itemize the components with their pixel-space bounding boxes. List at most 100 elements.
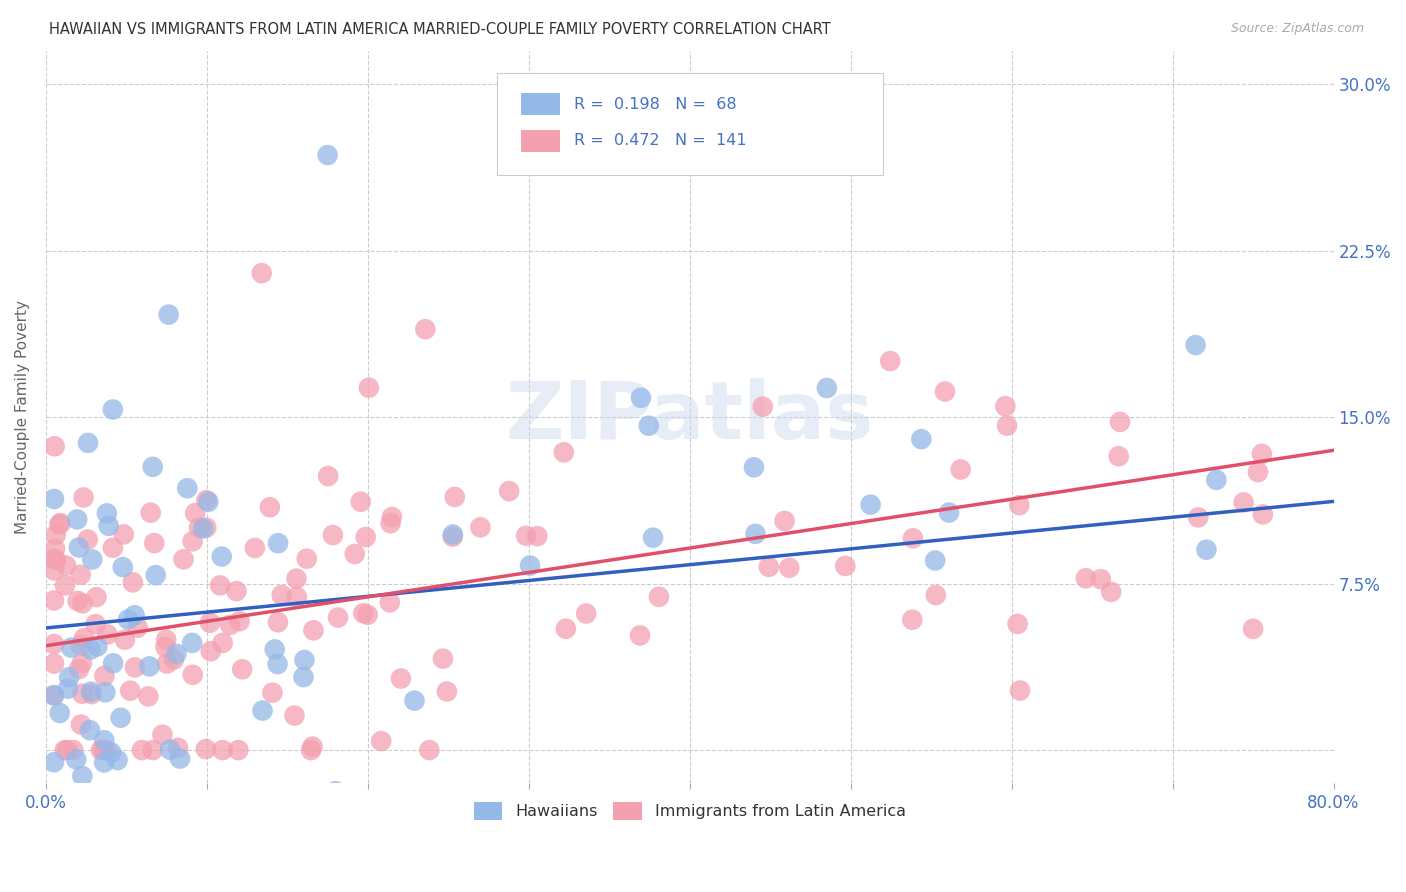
Point xyxy=(143,536,166,550)
Point xyxy=(1232,495,1254,509)
Point xyxy=(228,743,250,757)
Point xyxy=(1008,683,1031,698)
Point xyxy=(441,527,464,541)
Point xyxy=(924,553,946,567)
Point xyxy=(1251,508,1274,522)
Point xyxy=(995,418,1018,433)
Point xyxy=(554,622,576,636)
Point xyxy=(65,752,87,766)
Point xyxy=(42,637,65,651)
Point xyxy=(380,516,402,531)
Point xyxy=(60,640,83,655)
Point xyxy=(96,627,118,641)
Point xyxy=(42,657,65,671)
Point xyxy=(1205,473,1227,487)
Point xyxy=(949,462,972,476)
Point xyxy=(1241,622,1264,636)
Point xyxy=(124,608,146,623)
Point xyxy=(145,568,167,582)
Point xyxy=(519,558,541,573)
Point xyxy=(76,533,98,547)
Point xyxy=(938,506,960,520)
Point xyxy=(415,322,437,336)
Point xyxy=(72,491,94,505)
Point xyxy=(209,578,232,592)
Point xyxy=(267,615,290,630)
Point xyxy=(231,662,253,676)
Point xyxy=(86,590,108,604)
Point xyxy=(910,432,932,446)
Point xyxy=(326,610,349,624)
Point xyxy=(121,575,143,590)
Point xyxy=(114,632,136,647)
Point xyxy=(350,494,373,508)
Point xyxy=(48,517,70,532)
Legend: Hawaiians, Immigrants from Latin America: Hawaiians, Immigrants from Latin America xyxy=(467,796,912,827)
Point xyxy=(94,685,117,699)
Point xyxy=(181,636,204,650)
Point xyxy=(994,399,1017,413)
Point xyxy=(42,788,65,802)
Point xyxy=(84,617,107,632)
Point xyxy=(155,632,177,647)
Point xyxy=(285,572,308,586)
Point xyxy=(378,595,401,609)
Point xyxy=(934,384,956,399)
Point xyxy=(225,584,247,599)
Point xyxy=(112,527,135,541)
Point xyxy=(110,711,132,725)
Point xyxy=(283,708,305,723)
Point xyxy=(263,642,285,657)
Point xyxy=(316,148,339,162)
Point xyxy=(252,704,274,718)
Point xyxy=(97,518,120,533)
Point xyxy=(211,636,233,650)
Point xyxy=(42,756,65,770)
Point xyxy=(56,681,79,696)
Point xyxy=(498,484,520,499)
Point xyxy=(120,683,142,698)
Point xyxy=(1008,498,1031,512)
Point xyxy=(49,516,72,530)
Point xyxy=(901,531,924,545)
Point xyxy=(82,552,104,566)
Point xyxy=(173,552,195,566)
Point xyxy=(744,527,766,541)
Point xyxy=(67,541,90,555)
Point xyxy=(62,743,84,757)
Point xyxy=(169,751,191,765)
Point xyxy=(181,534,204,549)
Point xyxy=(211,743,233,757)
Point xyxy=(107,753,129,767)
Point xyxy=(1099,585,1122,599)
Point xyxy=(553,445,575,459)
Point xyxy=(94,743,117,757)
Point xyxy=(56,743,79,757)
Point xyxy=(1247,465,1270,479)
Point xyxy=(259,500,281,515)
Point xyxy=(404,693,426,707)
Point xyxy=(91,743,114,757)
Text: HAWAIIAN VS IMMIGRANTS FROM LATIN AMERICA MARRIED-COUPLE FAMILY POVERTY CORRELAT: HAWAIIAN VS IMMIGRANTS FROM LATIN AMERIC… xyxy=(49,22,831,37)
Point xyxy=(138,659,160,673)
Point xyxy=(354,530,377,544)
Point xyxy=(443,490,465,504)
Point xyxy=(139,506,162,520)
Point xyxy=(526,529,548,543)
Point xyxy=(628,628,651,642)
Point xyxy=(270,588,292,602)
Point xyxy=(152,728,174,742)
Point xyxy=(752,400,775,414)
Point xyxy=(80,687,103,701)
Point xyxy=(72,687,94,701)
Point xyxy=(515,529,537,543)
Point xyxy=(93,756,115,770)
Point xyxy=(381,510,404,524)
Point xyxy=(80,684,103,698)
Point xyxy=(925,588,948,602)
Point xyxy=(301,739,323,754)
Point xyxy=(53,578,76,592)
Point xyxy=(166,647,188,661)
Point xyxy=(266,657,288,672)
FancyBboxPatch shape xyxy=(496,72,883,175)
